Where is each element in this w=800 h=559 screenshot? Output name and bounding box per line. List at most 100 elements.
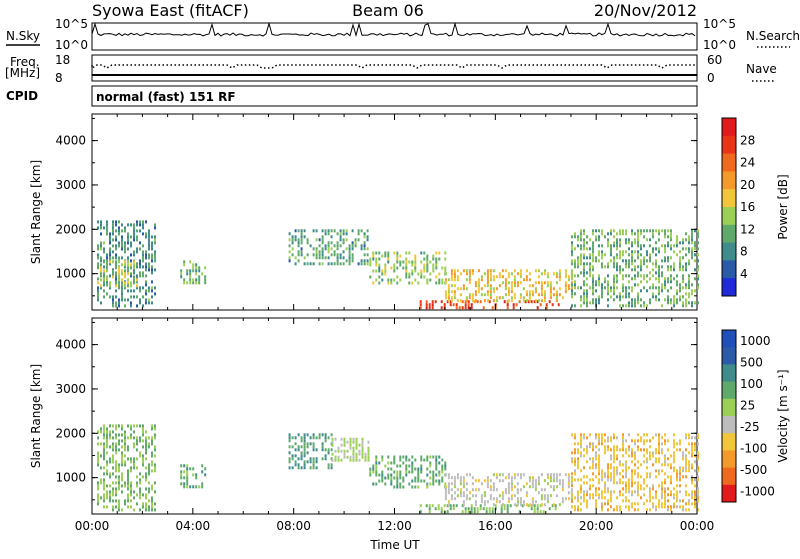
colorbar: 4 8 12 16 20 24 28 Power [dB] xyxy=(721,117,790,297)
freq-label: Freq. xyxy=(10,55,40,69)
colorbar-tick-label: 100 xyxy=(740,377,763,391)
data-region xyxy=(331,437,370,462)
y-tick-label: 1000 xyxy=(55,267,86,281)
beam-title: Beam 06 xyxy=(352,1,424,20)
colorbar-tick-label: 28 xyxy=(740,133,755,147)
velocity-panel: 1000 2000 3000 4000 Slant Range [km] 00:00 04:… xyxy=(29,317,790,533)
data-region xyxy=(571,229,699,308)
colorbar-tick-label: 25 xyxy=(740,398,755,412)
colorbar-tick-label: 20 xyxy=(740,178,755,192)
data-region xyxy=(288,229,369,266)
colorbar-tick-label: 16 xyxy=(740,200,755,214)
data-region xyxy=(288,433,333,470)
x-tick-label: 00:00 xyxy=(75,519,110,533)
nsky-tick-top: 10^5 xyxy=(55,17,88,31)
data-region xyxy=(180,260,207,285)
colorbar-segment xyxy=(722,398,736,417)
colorbar-segment xyxy=(722,330,736,348)
x-tick-label: 16:00 xyxy=(478,519,513,533)
colorbar-segment xyxy=(722,118,736,137)
x-tick-label: 00:00 xyxy=(680,519,715,533)
panel-frame xyxy=(91,317,698,515)
colorbar-segment xyxy=(722,364,736,383)
nsearch-tick-top: 10^5 xyxy=(703,17,736,31)
station-title: Syowa East (fitACF) xyxy=(92,1,249,20)
nsky-panel-frame xyxy=(91,22,698,51)
data-region xyxy=(369,455,447,489)
cpid-panel-frame xyxy=(91,85,698,107)
y-axis-label: Slant Range [km] xyxy=(29,364,43,468)
freq-tick-bottom: 8 xyxy=(55,71,63,85)
y-tick-label: 2000 xyxy=(55,222,86,236)
x-axis-label: Time UT xyxy=(369,538,420,552)
colorbar-tick-label: 8 xyxy=(740,245,748,259)
data-region xyxy=(180,464,207,489)
colorbar-frame xyxy=(721,329,737,503)
x-tick-label: 04:00 xyxy=(176,519,211,533)
x-tick-label: 08:00 xyxy=(276,519,311,533)
date-title: 20/Nov/2012 xyxy=(594,1,697,20)
colorbar-segment xyxy=(722,207,736,226)
colorbar-segment xyxy=(722,135,736,155)
freq-unit-label: [MHz] xyxy=(5,66,40,80)
colorbar-tick-label: -25 xyxy=(740,420,760,434)
colorbar-segment xyxy=(722,450,736,469)
data-region xyxy=(97,260,138,288)
y-tick-label: 3000 xyxy=(55,382,86,396)
colorbar-label: Power [dB] xyxy=(776,174,790,239)
nsky-tick-bottom: 10^0 xyxy=(55,38,88,52)
nave-trace xyxy=(91,64,697,70)
y-tick-label: 4000 xyxy=(55,134,86,148)
panel-frame xyxy=(91,113,698,311)
colorbar-tick-label: 12 xyxy=(740,222,755,236)
freq-panel-frame xyxy=(91,54,698,82)
nave-tick-bottom: 0 xyxy=(707,71,715,85)
nsearch-label: N.Search xyxy=(746,29,800,43)
colorbar-segment xyxy=(722,467,736,486)
data-region xyxy=(419,300,560,310)
x-tick-label: 20:00 xyxy=(579,519,614,533)
colorbar-tick-label: -500 xyxy=(740,463,767,477)
y-tick-label: 2000 xyxy=(55,426,86,440)
colorbar-label: Velocity [m s⁻¹] xyxy=(776,369,790,462)
colorbar-tick-label: 24 xyxy=(740,156,755,170)
y-axis-label: Slant Range [km] xyxy=(29,160,43,264)
data-region xyxy=(97,424,156,512)
colorbar: 1000 500 100 25 -25 -100 -500 -1000 Velocity [m … xyxy=(721,329,790,503)
colorbar-segment xyxy=(722,278,736,297)
y-tick-label: 3000 xyxy=(55,178,86,192)
y-tick-label: 1000 xyxy=(55,471,86,485)
data-region xyxy=(444,473,573,507)
colorbar-segment xyxy=(722,171,736,190)
colorbar-segment xyxy=(722,224,736,244)
colorbar-frame xyxy=(721,117,737,297)
nave-label: Nave xyxy=(746,62,777,76)
colorbar-tick-label: 1000 xyxy=(740,334,771,348)
colorbar-segment xyxy=(722,381,736,400)
colorbar-segment xyxy=(722,416,736,434)
data-region xyxy=(419,504,557,514)
data-region xyxy=(369,251,447,285)
power-panel: 1000 2000 3000 4000 Slant Range [km] 4 8 12 16 20… xyxy=(29,113,790,311)
cpid-label: CPID xyxy=(6,89,38,103)
y-tick-label: 4000 xyxy=(55,338,86,352)
cpid-text: normal (fast) 151 RF xyxy=(96,90,236,104)
colorbar-segment xyxy=(722,189,736,208)
colorbar-tick-label: 500 xyxy=(740,355,763,369)
colorbar-tick-label: -100 xyxy=(740,441,767,455)
nsky-trace xyxy=(91,21,696,38)
colorbar-tick-label: 4 xyxy=(740,267,748,281)
x-tick-label: 12:00 xyxy=(377,519,412,533)
nave-tick-top: 60 xyxy=(707,53,722,67)
data-region xyxy=(571,433,699,512)
colorbar-segment xyxy=(722,153,736,172)
colorbar-tick-label: -1000 xyxy=(740,484,775,498)
colorbar-segment xyxy=(722,260,736,279)
colorbar-segment xyxy=(722,347,736,365)
colorbar-segment xyxy=(722,484,736,503)
nsky-label: N.Sky xyxy=(6,29,40,43)
nsearch-tick-bottom: 10^0 xyxy=(703,38,736,52)
colorbar-segment xyxy=(722,433,736,451)
